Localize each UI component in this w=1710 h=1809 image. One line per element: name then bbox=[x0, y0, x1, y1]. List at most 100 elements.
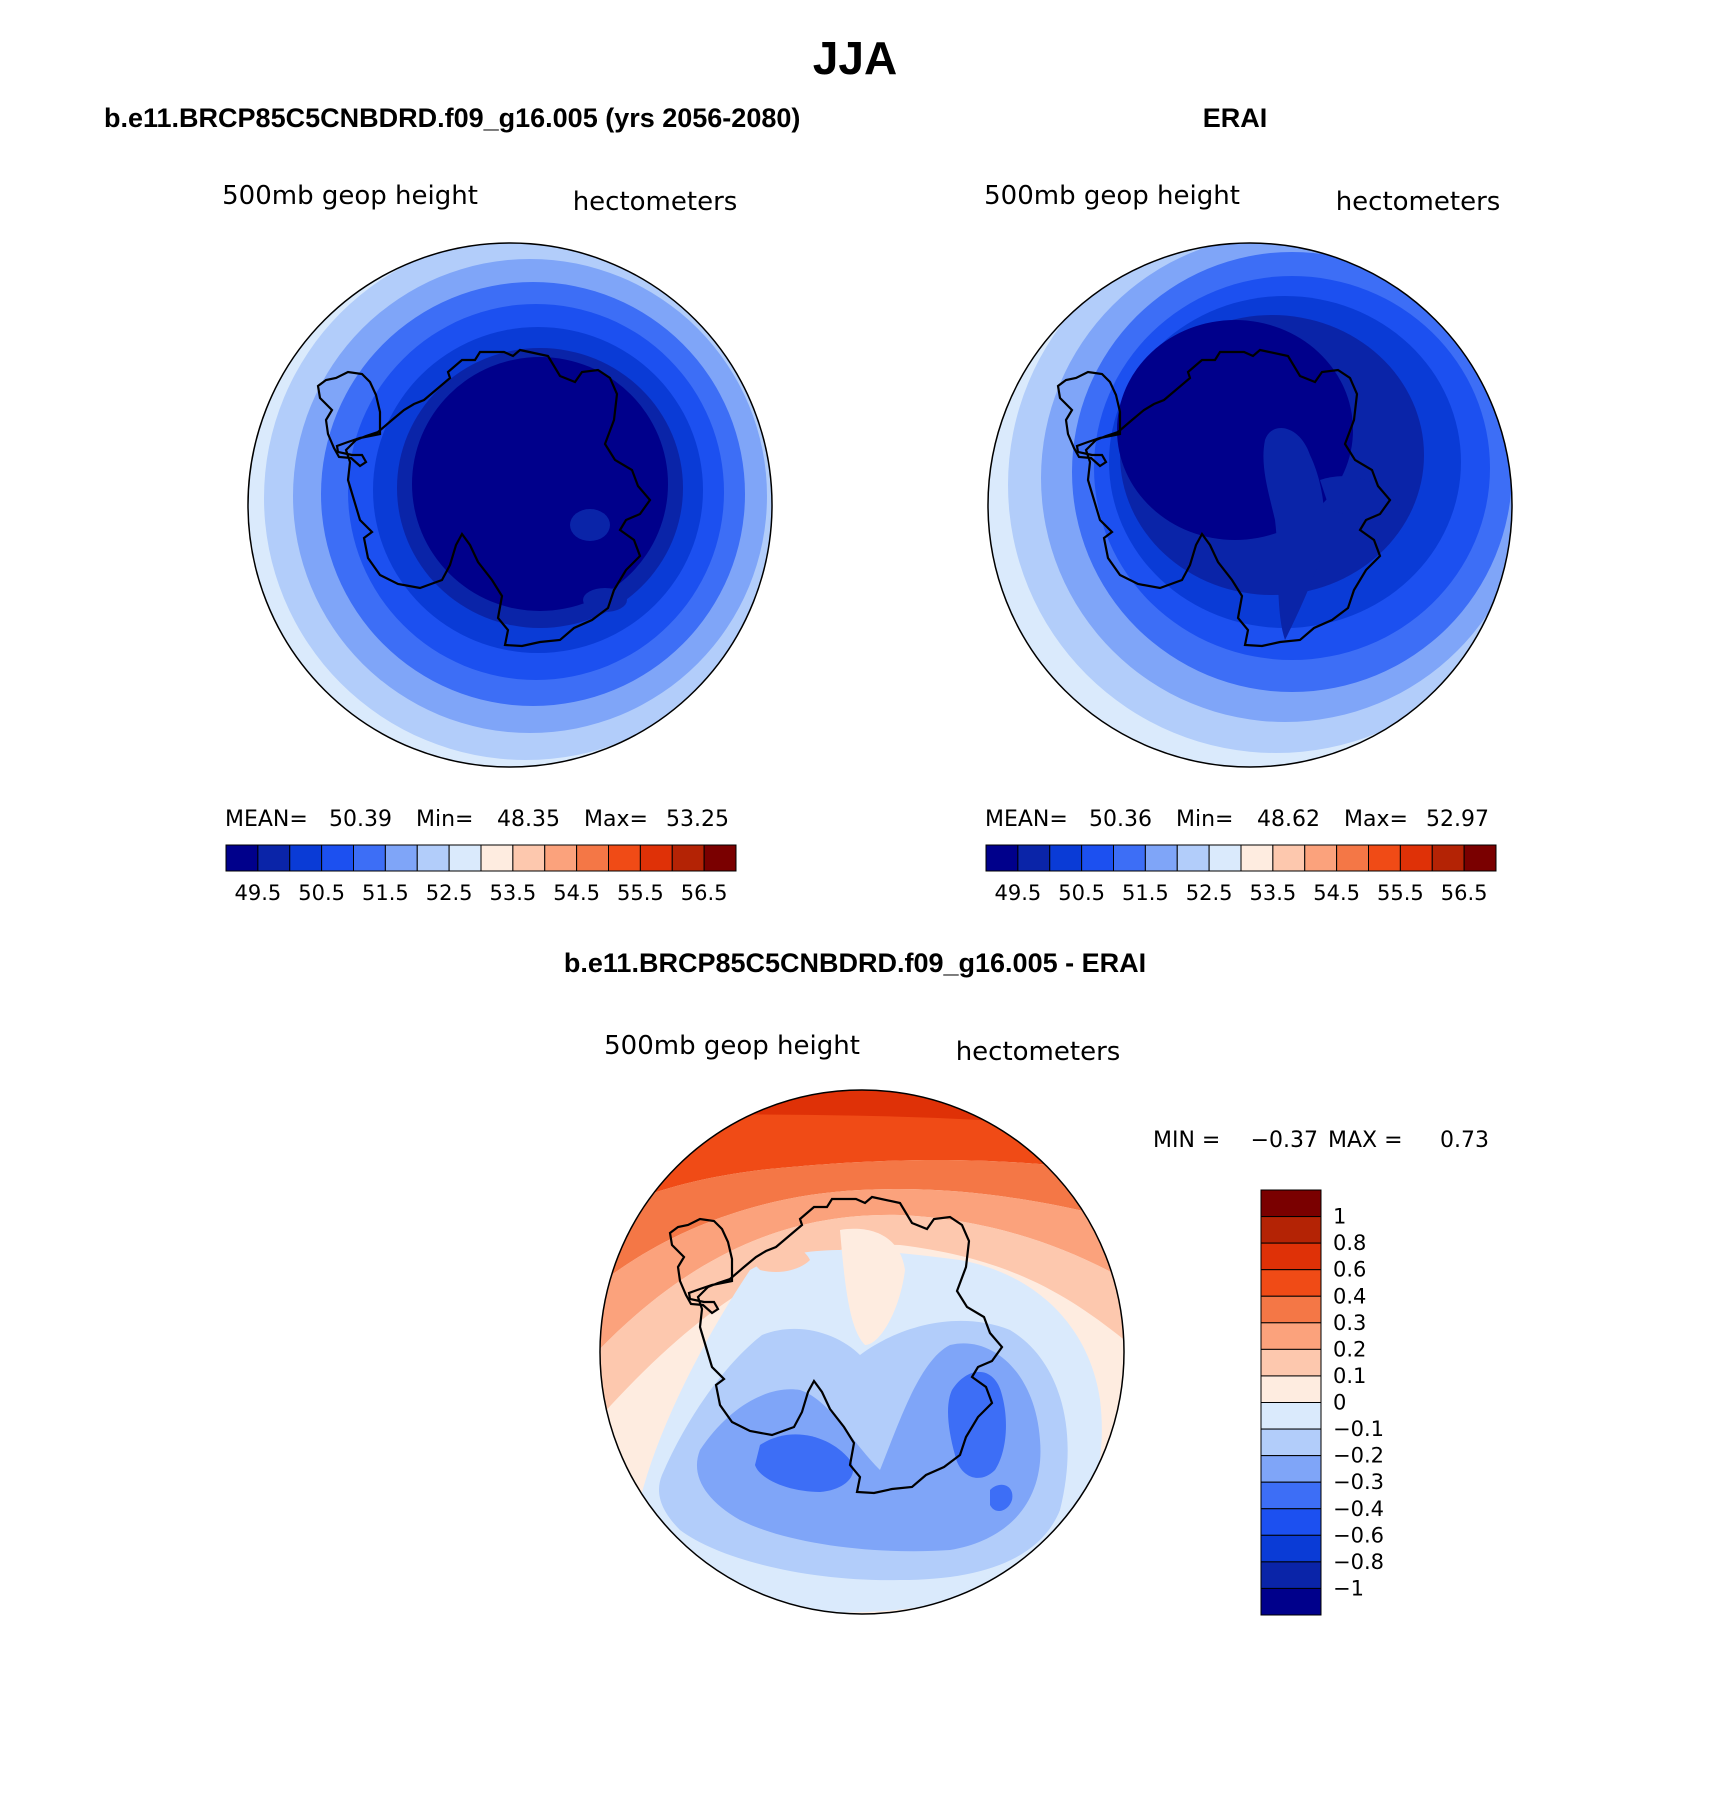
colorbar-tick-label: 53.5 bbox=[1249, 881, 1296, 905]
diff-variable-label: 500mb geop height bbox=[604, 1031, 860, 1061]
colorbar-swatch bbox=[608, 844, 641, 872]
colorbar-swatch bbox=[384, 844, 418, 872]
colorbar-tick-label: 49.5 bbox=[234, 881, 281, 905]
colorbar-swatch bbox=[512, 844, 546, 872]
colorbar-swatch bbox=[1260, 1295, 1322, 1324]
obs-units-label: hectometers bbox=[1336, 187, 1501, 217]
colorbar-tick-label: 1 bbox=[1333, 1205, 1346, 1229]
obs-panel: 500mb geop height hectometers MEAN= 50.3… bbox=[984, 181, 1513, 905]
colorbar-tick-label: 52.5 bbox=[1186, 881, 1233, 905]
model-panel: 500mb geop height hectometers MEAN= 50.3… bbox=[222, 181, 773, 905]
diff-units-label: hectometers bbox=[956, 1037, 1121, 1067]
colorbar-swatch bbox=[703, 844, 737, 872]
colorbar-tick-label: 0.8 bbox=[1333, 1231, 1366, 1255]
colorbar-tick-label: 50.5 bbox=[1058, 881, 1105, 905]
model-max-label: Max= bbox=[584, 807, 648, 832]
diff-min-value: −0.37 bbox=[1251, 1128, 1318, 1153]
colorbar-swatch bbox=[1208, 844, 1242, 872]
colorbar-tick-label: −0.1 bbox=[1333, 1417, 1384, 1441]
colorbar-swatch bbox=[1260, 1428, 1322, 1457]
obs-max-value: 52.97 bbox=[1426, 807, 1489, 832]
model-mean-label: MEAN= bbox=[225, 807, 308, 832]
colorbar-tick-label: 0.6 bbox=[1333, 1258, 1366, 1282]
colorbar-swatch bbox=[1260, 1508, 1322, 1536]
colorbar-swatch bbox=[225, 844, 259, 872]
colorbar-tick-label: −0.2 bbox=[1333, 1444, 1384, 1468]
colorbar-swatch bbox=[1463, 844, 1497, 872]
colorbar-swatch bbox=[1260, 1481, 1322, 1510]
model-colorbar: 49.5 50.5 51.5 52.5 53.5 54.5 55.5 56.5 bbox=[225, 844, 737, 905]
model-polar-map bbox=[248, 243, 772, 767]
colorbar-tick-label: 56.5 bbox=[681, 881, 728, 905]
colorbar-tick-label: 55.5 bbox=[617, 881, 664, 905]
diff-map-border bbox=[599, 1089, 1125, 1615]
colorbar-swatch bbox=[448, 844, 482, 872]
colorbar-swatch bbox=[257, 844, 291, 872]
diff-colorbar: 10.8 0.60.4 0.30.2 0.1 0−0.1 −0.2−0.3 −0.4−0.6… bbox=[1260, 1189, 1384, 1616]
colorbar-tick-label: 0.2 bbox=[1333, 1337, 1366, 1361]
colorbar-swatch bbox=[1113, 844, 1146, 872]
colorbar-swatch bbox=[1304, 844, 1338, 872]
colorbar-tick-label: 49.5 bbox=[994, 881, 1041, 905]
model-map-border bbox=[247, 242, 773, 768]
diff-panel: 500mb geop height hectometers MIN = −0.3… bbox=[599, 1031, 1489, 1616]
colorbar-swatch bbox=[544, 844, 578, 872]
colorbar-swatch bbox=[576, 844, 609, 872]
model-units-label: hectometers bbox=[573, 187, 738, 217]
colorbar-swatch bbox=[1176, 844, 1210, 872]
diff-min-label: MIN = bbox=[1153, 1128, 1220, 1153]
colorbar-swatch bbox=[1431, 844, 1465, 872]
diff-max-value: 0.73 bbox=[1440, 1128, 1489, 1153]
colorbar-swatch bbox=[1260, 1322, 1322, 1350]
obs-mean-label: MEAN= bbox=[985, 807, 1068, 832]
colorbar-tick-label: 0.3 bbox=[1333, 1311, 1366, 1335]
obs-polar-map bbox=[988, 243, 1512, 767]
colorbar-swatch bbox=[1260, 1348, 1322, 1377]
diff-max-label: MAX = bbox=[1328, 1128, 1403, 1153]
colorbar-swatch bbox=[1368, 844, 1401, 872]
colorbar-swatch bbox=[1399, 844, 1433, 872]
diff-polar-map bbox=[600, 1090, 1124, 1614]
colorbar-swatch bbox=[671, 844, 705, 872]
colorbar-tick-label: 54.5 bbox=[553, 881, 600, 905]
colorbar-swatch bbox=[321, 844, 354, 872]
obs-variable-label: 500mb geop height bbox=[984, 181, 1240, 211]
colorbar-swatch bbox=[416, 844, 450, 872]
colorbar-tick-label: 53.5 bbox=[489, 881, 536, 905]
colorbar-swatch bbox=[353, 844, 386, 872]
obs-map-border bbox=[987, 242, 1513, 768]
colorbar-tick-label: −0.8 bbox=[1333, 1550, 1384, 1574]
colorbar-tick-label: 0 bbox=[1333, 1391, 1346, 1415]
colorbar-swatch bbox=[985, 844, 1019, 872]
obs-colorbar: 49.5 50.5 51.5 52.5 53.5 54.5 55.5 56.5 bbox=[985, 844, 1497, 905]
colorbar-tick-label: 51.5 bbox=[1122, 881, 1169, 905]
obs-max-label: Max= bbox=[1344, 807, 1408, 832]
colorbar-swatch bbox=[1240, 844, 1274, 872]
colorbar-swatch bbox=[1260, 1587, 1322, 1616]
colorbar-swatch bbox=[1336, 844, 1369, 872]
season-title: JJA bbox=[813, 32, 897, 84]
colorbar-swatch bbox=[1049, 844, 1083, 872]
colorbar-swatch bbox=[639, 844, 673, 872]
colorbar-swatch bbox=[1260, 1216, 1322, 1244]
colorbar-swatch bbox=[289, 844, 323, 872]
model-mean-value: 50.39 bbox=[329, 807, 392, 832]
colorbar-swatch bbox=[1081, 844, 1114, 872]
colorbar-swatch bbox=[480, 844, 514, 872]
colorbar-tick-label: 0.4 bbox=[1333, 1284, 1366, 1308]
colorbar-tick-label: −0.3 bbox=[1333, 1470, 1384, 1494]
obs-mean-value: 50.36 bbox=[1089, 807, 1152, 832]
colorbar-tick-label: 51.5 bbox=[362, 881, 409, 905]
colorbar-tick-label: 0.1 bbox=[1333, 1364, 1366, 1388]
colorbar-tick-label: 55.5 bbox=[1377, 881, 1424, 905]
colorbar-swatch bbox=[1017, 844, 1051, 872]
colorbar-swatch bbox=[1260, 1375, 1322, 1403]
model-min-label: Min= bbox=[416, 807, 473, 832]
model-max-value: 53.25 bbox=[666, 807, 729, 832]
diff-panel-title: b.e11.BRCP85C5CNBDRD.f09_g16.005 - ERAI bbox=[564, 948, 1146, 978]
colorbar-tick-label: 50.5 bbox=[298, 881, 345, 905]
obs-min-label: Min= bbox=[1176, 807, 1233, 832]
colorbar-tick-label: −1 bbox=[1333, 1576, 1364, 1600]
obs-panel-title: ERAI bbox=[1203, 103, 1268, 133]
